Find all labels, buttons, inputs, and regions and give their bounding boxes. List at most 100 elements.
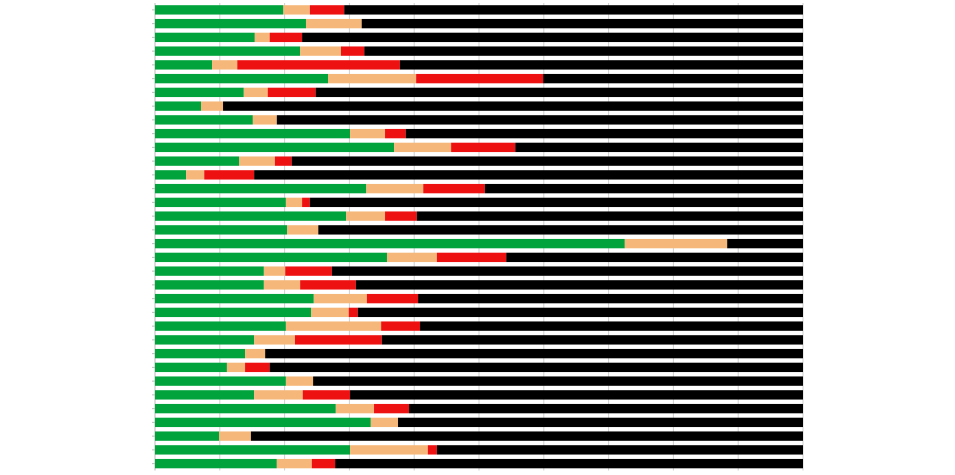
bar-segment: [254, 32, 270, 43]
bar-segment: [155, 46, 301, 56]
bar-segment: [294, 335, 382, 345]
bar-segment: [155, 32, 255, 43]
bar-segment: [302, 32, 803, 43]
bar-segment: [385, 211, 417, 221]
bar-segment: [370, 417, 398, 428]
bar-segment: [364, 46, 803, 56]
bar-segment: [366, 183, 424, 194]
bar-segment: [309, 5, 345, 15]
bar-segment: [385, 128, 406, 139]
bar-segment: [451, 142, 516, 153]
bar-segment: [155, 362, 227, 373]
bar-segment: [155, 87, 244, 98]
bar-segment: [155, 335, 255, 345]
bar-segment: [361, 18, 803, 29]
bar-segment: [155, 238, 625, 249]
bar-segment: [155, 170, 187, 180]
bar-segment: [285, 376, 314, 386]
bar-segment: [506, 252, 803, 263]
bar-segment: [155, 390, 255, 400]
bar-segment: [624, 238, 728, 249]
bar-segment: [436, 252, 507, 263]
bar-segment: [267, 87, 316, 98]
bar-segment: [302, 197, 310, 208]
bar-segment: [350, 390, 803, 400]
bar-segment: [245, 348, 266, 359]
bar-segment: [285, 321, 382, 331]
bar-segment: [315, 87, 803, 98]
bar-segment: [311, 458, 336, 469]
bar-segment: [350, 128, 386, 139]
bar-segment: [263, 280, 301, 290]
bar-segment: [381, 321, 421, 331]
bar-segment: [155, 321, 286, 331]
bar-segment: [155, 142, 395, 153]
bar-segment: [250, 431, 804, 441]
bar-segment: [263, 266, 286, 276]
bar-segment: [243, 87, 268, 98]
bar-segment: [265, 348, 803, 359]
bar-segment: [427, 445, 437, 455]
bar-segment: [350, 445, 428, 455]
bar-segment: [405, 128, 803, 139]
bar-segment: [155, 183, 367, 194]
bar-segment: [309, 197, 803, 208]
bar-segment: [287, 225, 319, 235]
bar-segment: [399, 60, 803, 70]
bar-segment: [291, 156, 803, 166]
bar-segment: [223, 101, 804, 111]
bar-segment: [302, 390, 351, 400]
bar-segment: [318, 225, 803, 235]
bar-segment: [155, 73, 329, 84]
bar-segment: [423, 183, 485, 194]
bar-segment: [357, 307, 803, 318]
bar-segment: [254, 170, 804, 180]
bar-segment: [416, 211, 803, 221]
bar-segment: [155, 403, 336, 414]
bar-segment: [484, 183, 803, 194]
bar-segment: [201, 101, 224, 111]
bar-segment: [409, 403, 803, 414]
bar-segment: [155, 280, 264, 290]
bar-segment: [155, 5, 284, 15]
bar-segment: [515, 142, 803, 153]
bar-segment: [155, 211, 347, 221]
bar-segment: [328, 73, 417, 84]
bar-segment: [313, 293, 367, 304]
bar-segment: [219, 431, 251, 441]
bar-segment: [155, 348, 246, 359]
bar-segment: [416, 73, 544, 84]
bar-segment: [155, 293, 314, 304]
bar-segment: [155, 417, 371, 428]
bar-segment: [344, 5, 803, 15]
bar-segment: [155, 60, 213, 70]
bar-segment: [212, 60, 238, 70]
bar-segment: [155, 115, 253, 125]
bar-segment: [355, 280, 803, 290]
bar-segment: [276, 115, 804, 125]
bar-segment: [239, 156, 275, 166]
bar-segment: [155, 197, 286, 208]
bar-segment: [155, 225, 288, 235]
bar-segment: [335, 403, 375, 414]
bar-segment: [436, 445, 803, 455]
bar-segment: [155, 266, 264, 276]
bar-segment: [398, 417, 803, 428]
bar-segment: [155, 445, 351, 455]
bar-segment: [331, 266, 803, 276]
bar-segment: [381, 335, 803, 345]
bar-segment: [269, 32, 303, 43]
bar-segment: [155, 458, 277, 469]
bar-segment: [285, 266, 332, 276]
bar-segment: [252, 115, 277, 125]
bar-segment: [204, 170, 255, 180]
bar-segment: [346, 211, 386, 221]
bar-segment: [269, 362, 803, 373]
bar-segment: [155, 128, 351, 139]
bar-segment: [300, 46, 341, 56]
bar-segment: [348, 307, 358, 318]
bar-segment: [155, 18, 306, 29]
bar-segment: [374, 403, 410, 414]
bar-segment: [418, 293, 803, 304]
